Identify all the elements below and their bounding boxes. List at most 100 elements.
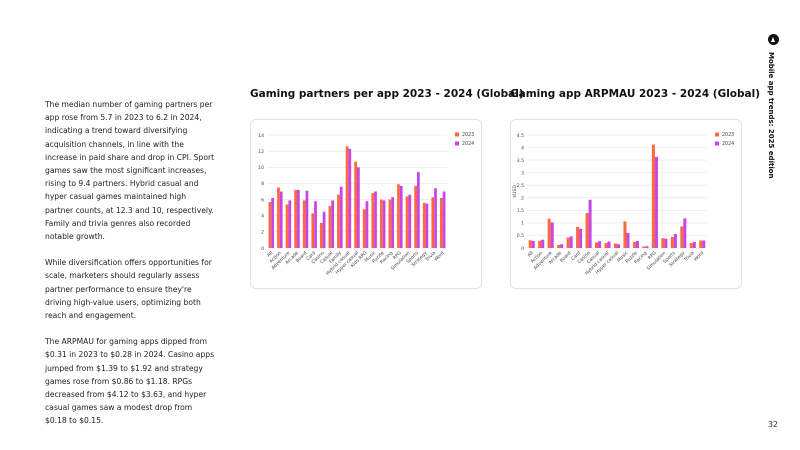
paragraph-diversification: While diversification offers opportuniti… bbox=[45, 258, 212, 321]
x-tick-label: All bbox=[266, 250, 274, 258]
legend-label: 2024 bbox=[722, 141, 734, 147]
bar-2024 bbox=[425, 203, 429, 248]
bar-2024 bbox=[541, 239, 545, 248]
bar-2024 bbox=[314, 201, 317, 248]
bar-2023 bbox=[595, 242, 599, 248]
bar-2024 bbox=[664, 238, 668, 248]
bar-2023 bbox=[439, 197, 443, 248]
bar-2024 bbox=[288, 200, 292, 248]
bar-2023 bbox=[604, 242, 608, 248]
bar-2023 bbox=[397, 184, 400, 248]
bar-2023 bbox=[576, 226, 580, 248]
bar-2024 bbox=[417, 172, 420, 248]
y-tick-label: 0.5 bbox=[517, 233, 524, 239]
brand-sidebar: Mobile app trends: 2025 edition bbox=[752, 34, 798, 214]
y-tick-label: 12 bbox=[258, 149, 264, 155]
bar-2024 bbox=[654, 156, 658, 248]
bar-2024 bbox=[702, 240, 706, 248]
bar-2024 bbox=[531, 240, 535, 248]
bar-2024 bbox=[297, 189, 300, 248]
legend-swatch-2024 bbox=[715, 141, 719, 146]
bar-2024 bbox=[305, 190, 309, 248]
bar-2023 bbox=[285, 204, 289, 248]
bar-2024 bbox=[683, 218, 687, 248]
bar-2024 bbox=[279, 191, 283, 248]
arpmau-chart-svg: 00.511.522.533.544.5$USDAllActionAdventu… bbox=[512, 132, 734, 277]
y-axis-label: $USD bbox=[512, 185, 518, 198]
bar-2024 bbox=[635, 240, 639, 248]
x-tick-label: Card bbox=[305, 250, 317, 262]
y-tick-label: 10 bbox=[258, 165, 264, 171]
bar-2023 bbox=[345, 146, 349, 248]
partners-chart-svg: 02468101214AllActionAdventureArcadeBoard… bbox=[258, 132, 474, 277]
bar-2023 bbox=[528, 240, 532, 248]
bar-2023 bbox=[689, 242, 693, 248]
legend-swatch-2024 bbox=[455, 141, 459, 146]
bar-2023 bbox=[613, 243, 617, 248]
bar-2023 bbox=[538, 240, 542, 248]
bar-2023 bbox=[268, 201, 272, 248]
bar-2023 bbox=[680, 226, 684, 248]
bar-2023 bbox=[337, 194, 340, 248]
bar-2023 bbox=[328, 206, 332, 248]
bar-2024 bbox=[339, 186, 343, 248]
bar-2024 bbox=[617, 244, 621, 248]
x-tick-label: RPG bbox=[647, 250, 658, 261]
bar-2023 bbox=[277, 187, 280, 248]
bar-2023 bbox=[405, 196, 409, 248]
bar-2023 bbox=[566, 237, 570, 248]
legend-label: 2024 bbox=[462, 141, 474, 147]
bar-2023 bbox=[642, 246, 646, 248]
y-tick-label: 2 bbox=[521, 196, 524, 202]
y-tick-label: 0 bbox=[521, 246, 524, 252]
bar-2023 bbox=[379, 199, 383, 248]
bar-2024 bbox=[442, 191, 446, 248]
bar-2024 bbox=[382, 200, 386, 248]
bar-2023 bbox=[311, 213, 315, 248]
bar-2023 bbox=[699, 240, 703, 248]
bar-2024 bbox=[607, 241, 611, 248]
bar-2023 bbox=[661, 238, 665, 248]
bar-2023 bbox=[422, 202, 426, 248]
x-tick-label: Trivia bbox=[682, 250, 696, 264]
bar-2024 bbox=[399, 185, 403, 248]
bar-2024 bbox=[391, 197, 395, 248]
y-tick-label: 8 bbox=[261, 181, 264, 187]
bar-2024 bbox=[692, 241, 696, 248]
bar-2024 bbox=[645, 246, 649, 248]
y-tick-label: 1 bbox=[521, 221, 524, 227]
paragraph-arpmau: The ARPMAU for gaming apps dipped from $… bbox=[45, 337, 215, 426]
bar-2024 bbox=[598, 241, 602, 248]
bar-2024 bbox=[588, 199, 592, 248]
y-tick-label: 3.5 bbox=[517, 158, 524, 164]
y-tick-label: 0 bbox=[261, 246, 264, 252]
page-number: 32 bbox=[767, 420, 778, 429]
bar-2023 bbox=[294, 189, 297, 248]
bar-2024 bbox=[374, 191, 377, 248]
legend-swatch-2023 bbox=[455, 132, 459, 137]
bar-2023 bbox=[371, 193, 375, 248]
paragraph-partners: The median number of gaming partners per… bbox=[45, 100, 215, 242]
bar-2023 bbox=[623, 221, 627, 248]
bar-2024 bbox=[348, 148, 352, 248]
arpmau-chart: 0 0.5 1 1.5 2 2.5 3 3.5 4 4.5 $USD All Action Adventu… bbox=[510, 119, 742, 289]
bar-2024 bbox=[560, 244, 564, 248]
bar-2023 bbox=[388, 199, 392, 248]
legend-swatch-2023 bbox=[715, 132, 719, 137]
y-tick-label: 14 bbox=[258, 133, 264, 139]
appsflyer-logo-icon bbox=[768, 34, 779, 45]
bar-2024 bbox=[626, 232, 630, 248]
bar-2024 bbox=[579, 228, 583, 248]
bar-2024 bbox=[550, 222, 554, 248]
bar-2024 bbox=[569, 236, 573, 248]
x-tick-label: All bbox=[526, 250, 534, 258]
bar-2024 bbox=[434, 188, 437, 248]
arpmau-chart-title: Gaming app ARPMAU 2023 - 2024 (Global) bbox=[510, 88, 761, 100]
y-tick-label: 4.5 bbox=[517, 133, 524, 139]
bar-2023 bbox=[547, 218, 551, 248]
bar-2023 bbox=[431, 197, 435, 248]
bar-2024 bbox=[673, 233, 677, 248]
bar-2024 bbox=[365, 201, 369, 248]
y-tick-label: 2.5 bbox=[517, 183, 524, 189]
bar-2023 bbox=[651, 144, 655, 248]
